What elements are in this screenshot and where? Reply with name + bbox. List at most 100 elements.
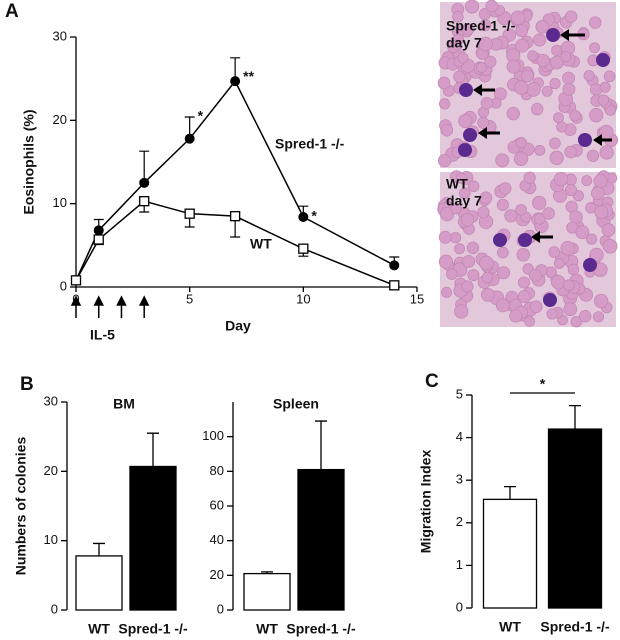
red-cell <box>480 96 494 110</box>
red-cell <box>517 289 531 304</box>
injection-arrow <box>70 295 82 318</box>
injection-label: IL-5 <box>90 327 115 343</box>
eosinophil <box>463 128 477 142</box>
bar <box>129 465 177 611</box>
panel-label: C <box>425 371 439 392</box>
eosinophil <box>578 133 592 147</box>
red-cell <box>553 171 569 187</box>
eosinophil <box>493 233 507 247</box>
red-cell <box>570 316 582 328</box>
error-bar <box>569 405 581 430</box>
red-cell <box>497 266 511 280</box>
red-cell <box>454 304 469 319</box>
red-cell <box>548 246 560 258</box>
red-cell <box>496 246 509 259</box>
red-cell <box>477 206 490 219</box>
y-tick-label: 0 <box>51 601 58 616</box>
red-cell <box>589 42 601 54</box>
eosinophil <box>543 293 557 307</box>
error-bar <box>139 150 150 183</box>
error-bar <box>315 420 327 470</box>
x-tick-label: 10 <box>296 291 310 306</box>
y-tick-label: 3 <box>456 472 463 487</box>
marker <box>230 76 241 87</box>
red-cell <box>506 59 521 74</box>
error-bar <box>147 432 159 467</box>
red-cell <box>564 10 578 23</box>
red-cell <box>504 209 518 223</box>
red-cell <box>457 52 469 64</box>
red-cell <box>529 300 543 314</box>
chart-title: Spleen <box>273 396 319 412</box>
marker <box>93 225 104 236</box>
red-cell <box>583 70 595 82</box>
red-cell <box>479 191 493 205</box>
red-cell <box>603 70 616 83</box>
red-cell <box>509 309 523 323</box>
cells <box>437 0 619 328</box>
red-cell <box>541 85 553 97</box>
y-tick-label: 30 <box>44 393 58 408</box>
red-cell <box>498 182 512 195</box>
red-cell <box>562 82 576 96</box>
red-cell <box>454 243 466 255</box>
red-cell <box>542 207 555 220</box>
red-cell <box>506 106 520 121</box>
significance-label: * <box>311 208 317 224</box>
red-cell <box>589 108 604 123</box>
red-cell <box>586 233 598 245</box>
red-cell <box>556 121 568 133</box>
red-cell <box>569 210 583 224</box>
bar <box>547 428 603 609</box>
marker <box>389 260 400 271</box>
red-cell <box>477 116 490 129</box>
image-arrow-head <box>473 84 482 96</box>
red-cell <box>578 310 592 323</box>
x-tick-label: WT <box>88 621 110 637</box>
red-cell <box>480 288 495 302</box>
image-label: WT <box>446 176 468 192</box>
marker <box>93 234 104 245</box>
red-cell <box>549 137 561 150</box>
red-cell <box>549 150 564 165</box>
red-cell <box>515 203 527 216</box>
red-cell <box>560 51 572 63</box>
red-cell <box>575 225 590 240</box>
red-cell <box>459 187 471 200</box>
micrograph <box>437 0 619 328</box>
error-bar <box>93 542 105 556</box>
y-tick-label: 0 <box>217 601 224 616</box>
panel-label: A <box>5 1 19 22</box>
red-cell <box>514 80 529 95</box>
significance-label: ** <box>243 68 254 84</box>
error-bar <box>504 485 516 500</box>
y-axis-label: Numbers of colonies <box>13 437 29 576</box>
red-cell <box>455 172 468 185</box>
marker <box>184 133 195 144</box>
red-cell <box>438 230 452 244</box>
red-cell <box>599 145 614 160</box>
injection-arrow <box>93 295 104 318</box>
red-cell <box>440 123 454 137</box>
red-cell <box>478 36 493 52</box>
image-label: Spred-1 -/- <box>446 18 516 34</box>
x-tick-label: 15 <box>410 291 424 306</box>
red-cell <box>481 271 494 284</box>
red-cell <box>462 23 475 36</box>
chart-title: BM <box>113 396 135 412</box>
red-cell <box>528 268 542 282</box>
red-cell <box>515 24 529 38</box>
marker <box>389 280 400 291</box>
red-cell <box>462 254 476 268</box>
x-tick-label: Spred-1 -/- <box>540 619 610 635</box>
y-tick-label: 2 <box>456 514 463 529</box>
red-cell <box>597 94 610 106</box>
red-cell <box>447 40 460 53</box>
red-cell <box>484 55 497 68</box>
red-cell <box>461 280 474 293</box>
marker <box>139 177 150 188</box>
red-cell <box>478 255 494 271</box>
eosinophil <box>518 233 532 247</box>
red-cell <box>531 102 544 116</box>
image-arrow-head <box>531 231 540 243</box>
